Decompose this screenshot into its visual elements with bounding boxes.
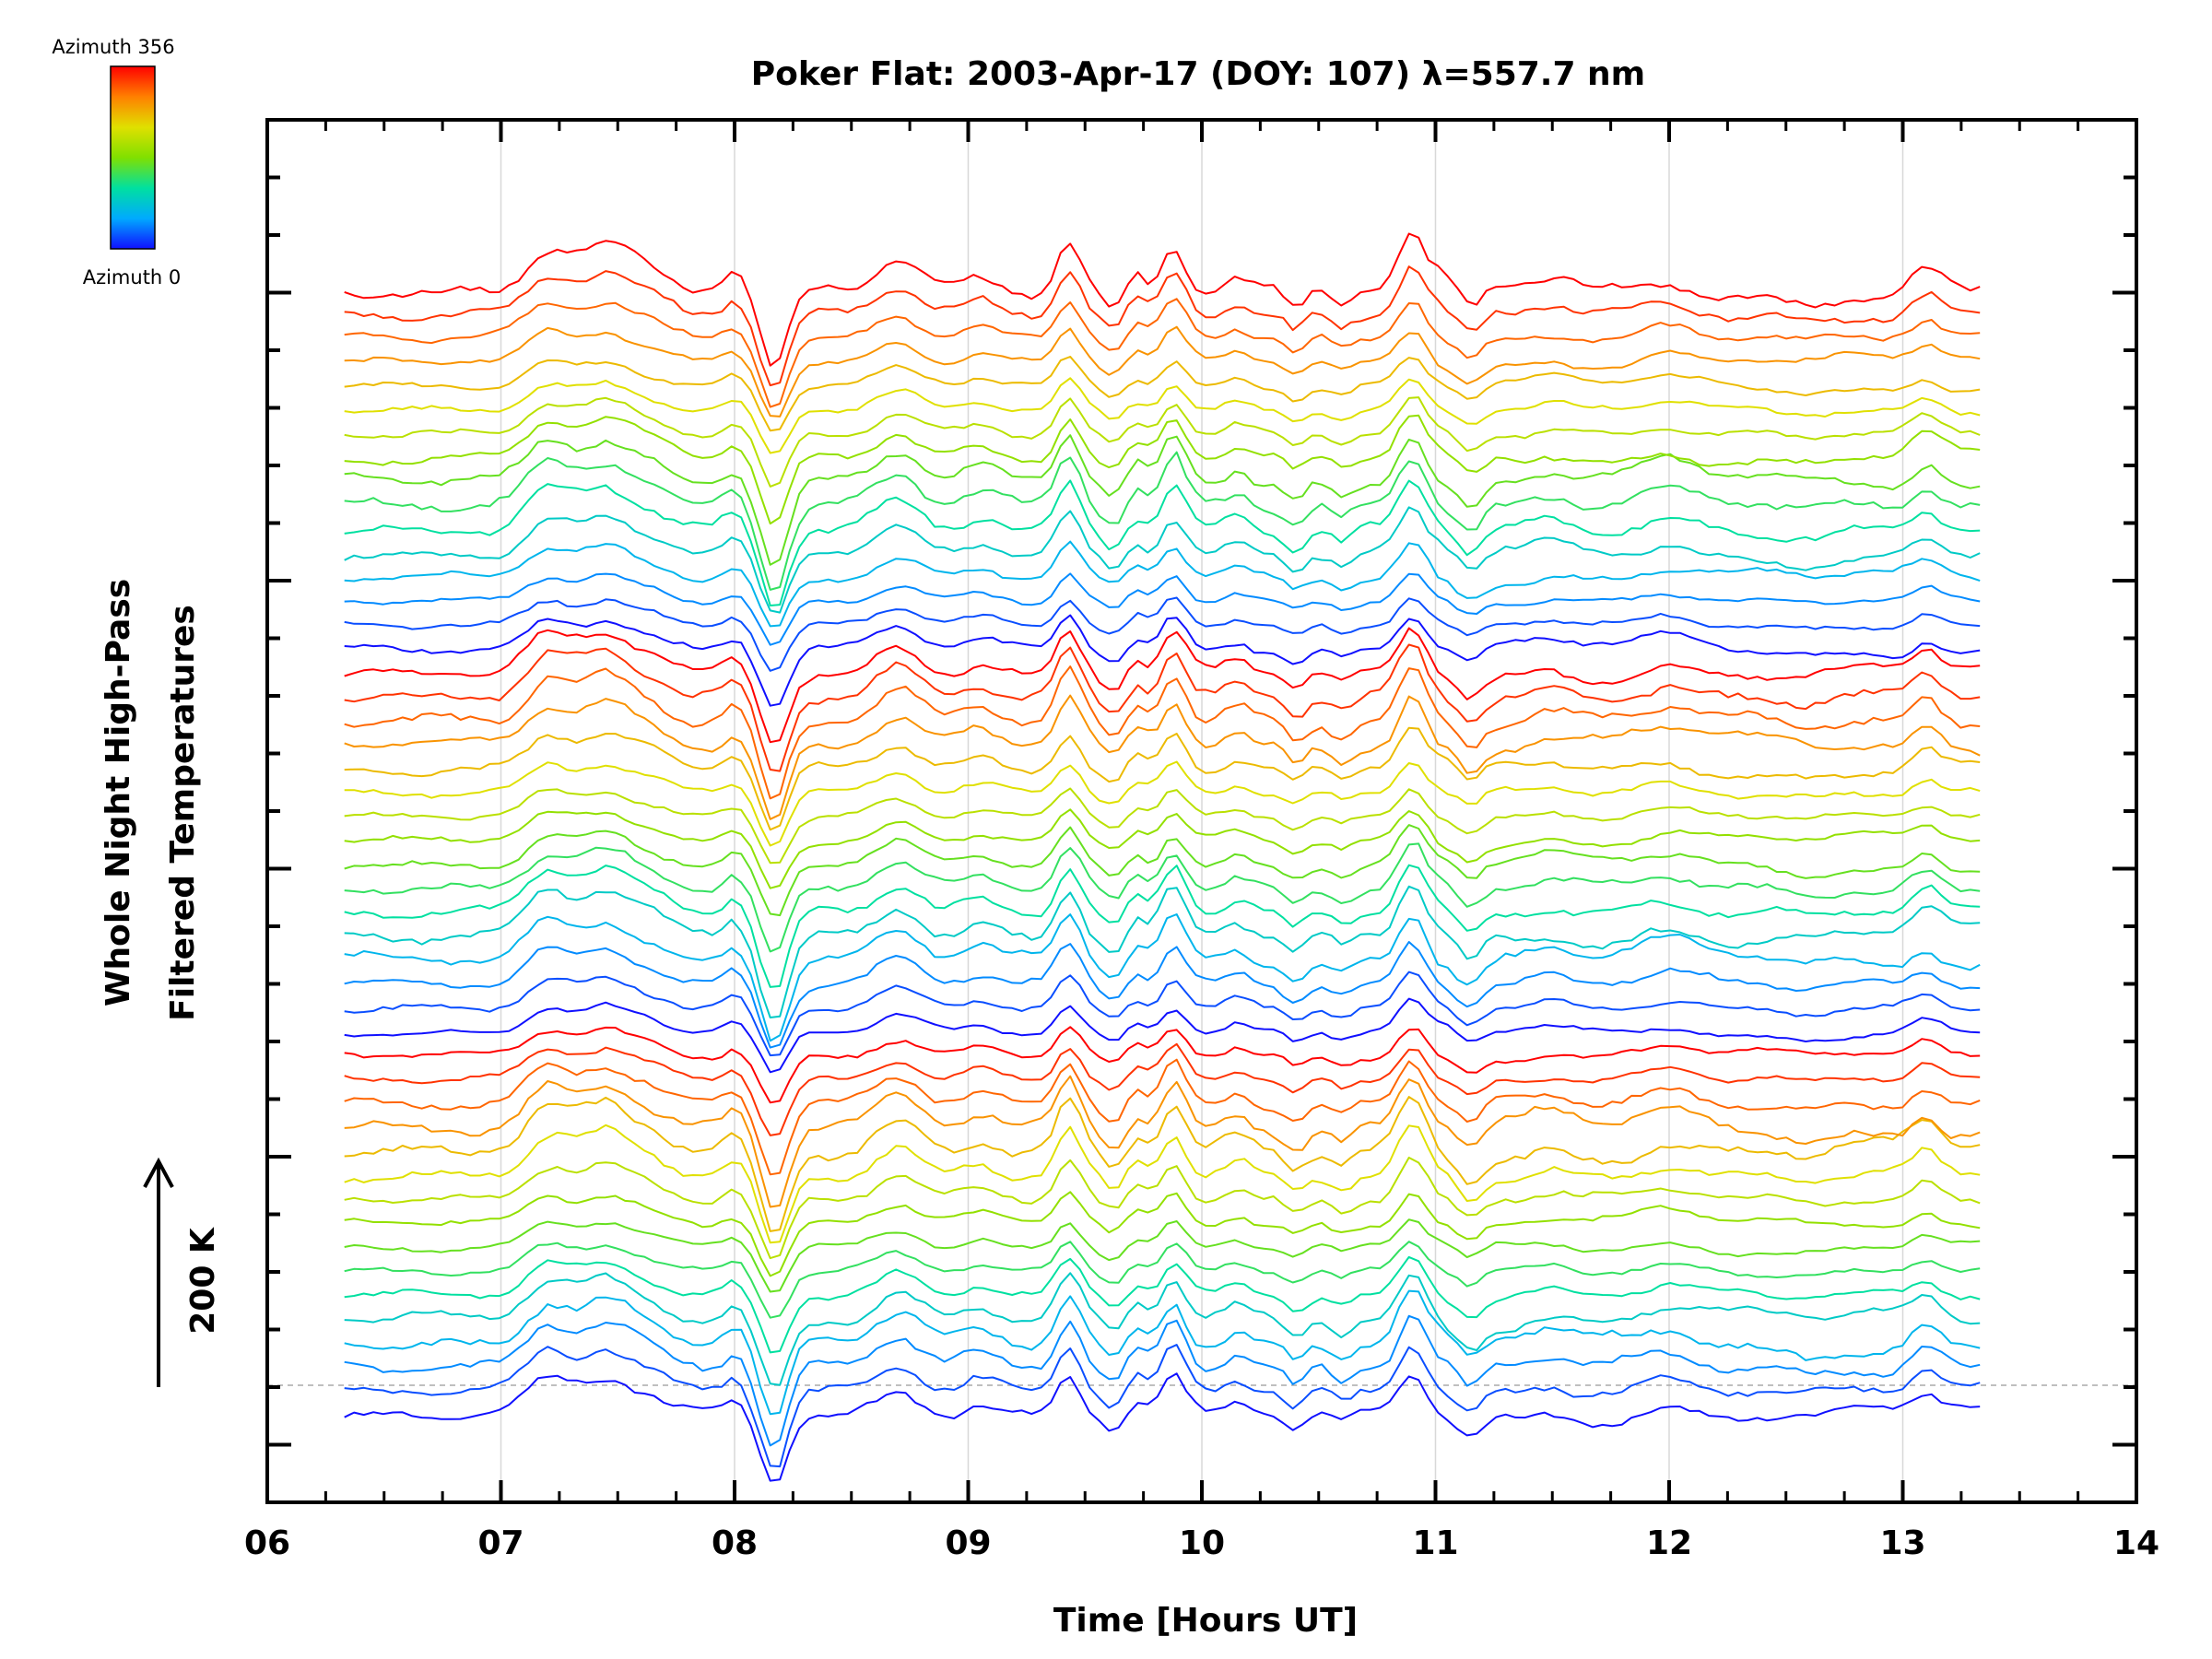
series-line (344, 1372, 1981, 1482)
series-line (344, 377, 1981, 454)
x-tick-label: 13 (1879, 1524, 1925, 1562)
series-line (344, 1241, 1981, 1319)
series-line (344, 596, 1981, 672)
series-line (344, 941, 1981, 1049)
series-line (344, 1314, 1981, 1447)
series-line (344, 1058, 1981, 1176)
series-line (344, 479, 1981, 606)
series-line (344, 506, 1981, 614)
data-traces (344, 232, 1981, 1482)
series-line (344, 1042, 1981, 1136)
colorbar-top-label: Azimuth 356 (52, 36, 174, 58)
scale-arrow-head (143, 1157, 174, 1188)
plot-axes (265, 118, 2138, 1504)
series-line (344, 1289, 1981, 1416)
series-line (344, 885, 1981, 1018)
x-tick-label: 09 (945, 1524, 991, 1562)
series-line (344, 451, 1981, 591)
scale-label: 200 K (184, 1227, 222, 1335)
series-line (344, 787, 1981, 865)
chart-title: Poker Flat: 2003-Apr-17 (DOY: 107) λ=557… (751, 55, 1645, 93)
series-line (344, 434, 1981, 566)
series-line (344, 540, 1981, 628)
series-line (344, 665, 1981, 800)
x-tick-label: 11 (1412, 1524, 1458, 1562)
series-line (344, 1272, 1981, 1386)
series-line (344, 1075, 1981, 1208)
series-line (344, 971, 1981, 1057)
x-tick-label: 12 (1646, 1524, 1692, 1562)
series-line (344, 997, 1981, 1074)
x-tick-labels: 06 07 08 09 10 11 12 13 14 (244, 1524, 2159, 1562)
series-line (344, 643, 1981, 772)
series-line (344, 760, 1981, 847)
series-line (344, 1344, 1981, 1468)
series-line (344, 1096, 1981, 1232)
series-line (344, 1026, 1981, 1104)
series-line (344, 808, 1981, 889)
colorbar-legend: Azimuth 356 Azimuth 0 (52, 36, 181, 288)
colorbar-bottom-label: Azimuth 0 (83, 266, 182, 288)
series-line (344, 396, 1981, 488)
scale-indicator: 200 K (143, 1157, 222, 1387)
series-line (344, 1191, 1981, 1277)
x-tick-label: 06 (244, 1524, 290, 1562)
colorbar (110, 65, 156, 250)
series-line (344, 1255, 1981, 1354)
series-line (344, 864, 1981, 988)
series-line (344, 1218, 1981, 1293)
series-line (344, 1157, 1981, 1260)
series-line (344, 298, 1981, 408)
series-line (344, 842, 1981, 953)
series-line (344, 356, 1981, 432)
x-axis-label: Time [Hours UT] (1053, 1602, 1358, 1640)
series-line (344, 694, 1981, 820)
series-line (344, 726, 1981, 831)
y-axis-label-line1: Whole Night High-Pass (100, 579, 137, 1006)
series-line (344, 1124, 1981, 1244)
series-line (344, 614, 1981, 707)
series-line (344, 572, 1981, 646)
series-line (344, 414, 1981, 525)
series-line (344, 325, 1981, 418)
x-tick-label: 08 (712, 1524, 758, 1562)
series-line (344, 824, 1981, 917)
series-line (344, 265, 1981, 387)
x-tick-label: 10 (1179, 1524, 1225, 1562)
y-axis-label-line2: Filtered Temperatures (164, 605, 202, 1021)
x-tick-label: 14 (2113, 1524, 2159, 1562)
series-line (344, 627, 1981, 744)
series-line (344, 232, 1981, 367)
series-line (344, 913, 1981, 1042)
x-tick-label: 07 (477, 1524, 524, 1562)
